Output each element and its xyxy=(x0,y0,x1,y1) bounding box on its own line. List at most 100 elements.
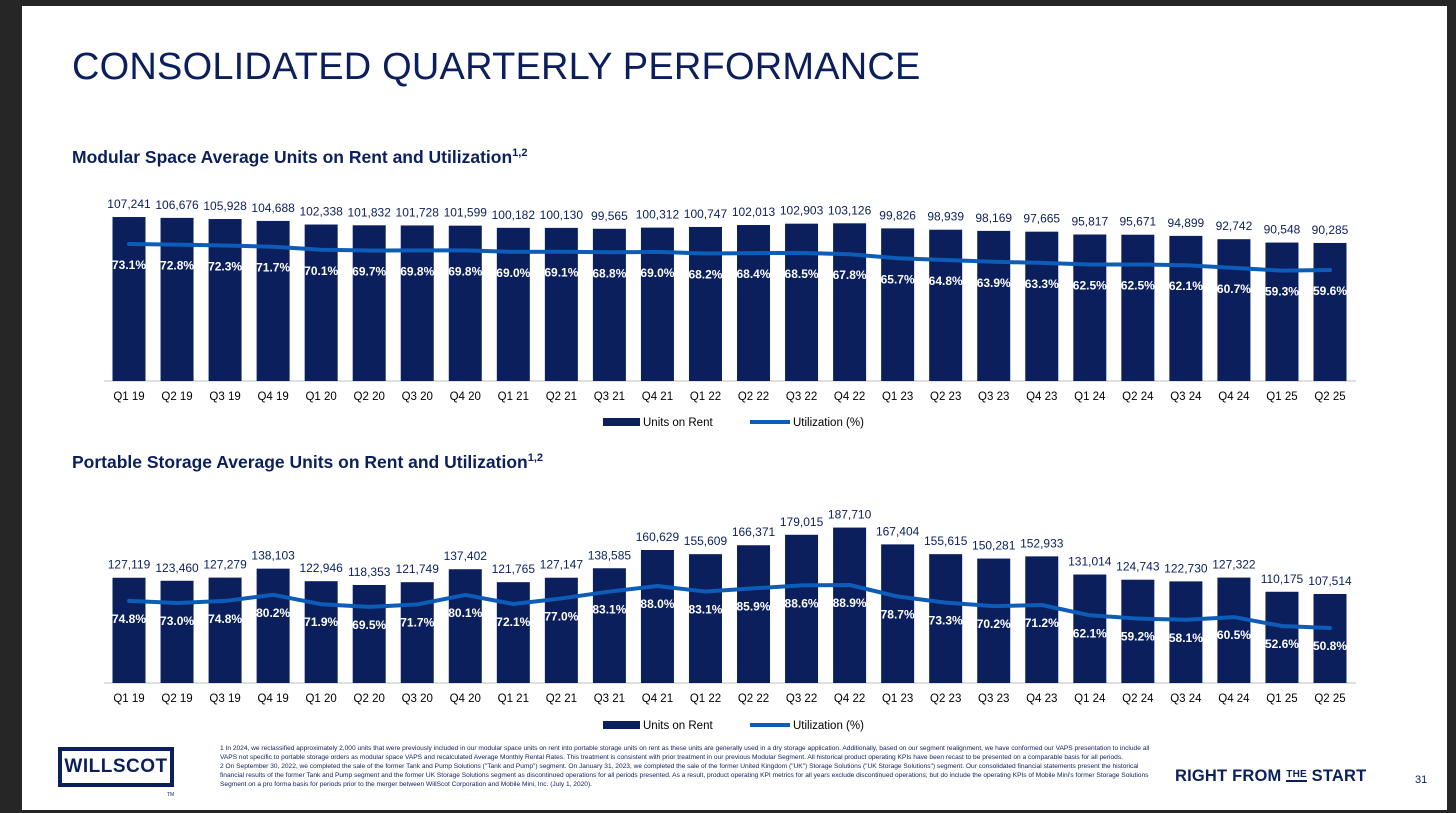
x-tick-label: Q2 24 xyxy=(1122,391,1154,403)
legend-label: Utilization (%) xyxy=(793,720,864,732)
x-tick-label: Q1 21 xyxy=(498,693,529,705)
utilization-label: 67.8% xyxy=(833,268,867,282)
footnote-ref: 1,2 xyxy=(527,452,544,465)
utilization-label: 73.3% xyxy=(929,614,963,628)
utilization-label: 78.7% xyxy=(881,608,915,622)
bar xyxy=(304,581,338,683)
utilization-label: 74.8% xyxy=(112,612,146,626)
bar xyxy=(688,226,722,381)
bar xyxy=(785,534,819,683)
bar xyxy=(352,585,386,683)
utilization-label: 60.5% xyxy=(1217,628,1251,642)
bar-value-label: 100,312 xyxy=(636,208,680,222)
bar xyxy=(400,582,434,683)
x-tick-label: Q4 23 xyxy=(1026,693,1057,705)
bar xyxy=(208,577,242,683)
x-tick-label: Q3 24 xyxy=(1170,693,1202,705)
bar xyxy=(737,225,771,381)
bar xyxy=(1121,579,1155,683)
x-tick-label: Q4 19 xyxy=(257,693,288,705)
legend-label: Units on Rent xyxy=(643,417,713,429)
bar xyxy=(1313,593,1347,683)
bar-value-label: 127,119 xyxy=(108,558,151,572)
x-tick-label: Q1 25 xyxy=(1266,391,1297,403)
bar-value-label: 166,371 xyxy=(732,525,776,539)
utilization-label: 71.7% xyxy=(256,261,290,275)
bar-value-label: 99,565 xyxy=(591,209,628,223)
bar-value-label: 92,742 xyxy=(1216,219,1253,233)
bar xyxy=(1073,234,1107,381)
utilization-label: 69.0% xyxy=(496,266,530,280)
bar-value-label: 100,747 xyxy=(684,207,728,221)
utilization-label: 88.0% xyxy=(640,597,674,611)
page-title: CONSOLIDATED QUARTERLY PERFORMANCE xyxy=(72,46,921,88)
tagline-part: THE xyxy=(1286,769,1307,782)
utilization-label: 68.2% xyxy=(688,267,722,281)
x-tick-label: Q2 19 xyxy=(161,391,192,403)
utilization-label: 71.2% xyxy=(1025,616,1059,630)
bar xyxy=(881,544,915,683)
x-tick-label: Q1 21 xyxy=(498,391,529,403)
bar xyxy=(496,582,530,683)
bar xyxy=(112,217,146,381)
bar-value-label: 127,279 xyxy=(203,558,247,572)
x-tick-label: Q2 25 xyxy=(1314,693,1345,705)
bar-value-label: 187,710 xyxy=(828,508,872,522)
x-tick-label: Q3 20 xyxy=(402,693,433,705)
x-tick-label: Q2 23 xyxy=(930,391,961,403)
bar-value-label: 103,126 xyxy=(828,203,872,217)
utilization-label: 65.7% xyxy=(881,272,915,286)
utilization-label: 70.2% xyxy=(977,617,1011,631)
x-tick-label: Q1 22 xyxy=(690,391,721,403)
utilization-label: 69.1% xyxy=(544,266,578,280)
bar-value-label: 98,939 xyxy=(927,210,964,224)
x-tick-label: Q3 24 xyxy=(1170,391,1202,403)
bar xyxy=(1073,574,1107,683)
tagline: RIGHT FROM THE START xyxy=(1175,767,1366,786)
bar-value-label: 121,749 xyxy=(396,562,440,576)
page-number: 31 xyxy=(1415,774,1428,786)
bar-value-label: 102,338 xyxy=(299,205,343,219)
utilization-label: 72.3% xyxy=(208,260,242,274)
utilization-label: 64.8% xyxy=(929,274,963,288)
bar-value-label: 90,548 xyxy=(1264,223,1301,237)
bar xyxy=(929,229,963,381)
x-tick-label: Q2 22 xyxy=(738,391,769,403)
bar-value-label: 138,103 xyxy=(251,549,295,563)
bar xyxy=(256,568,290,683)
bar xyxy=(1265,591,1299,683)
x-tick-label: Q2 21 xyxy=(546,391,577,403)
x-tick-label: Q3 22 xyxy=(786,391,817,403)
utilization-label: 71.9% xyxy=(304,615,338,629)
bar-value-label: 107,241 xyxy=(107,197,151,211)
utilization-line xyxy=(127,583,1332,631)
bar-value-label: 100,130 xyxy=(540,208,584,222)
bar-value-label: 122,730 xyxy=(1164,561,1208,575)
footnote-ref: 1,2 xyxy=(512,147,528,160)
bar-value-label: 121,765 xyxy=(492,562,536,576)
bar-value-label: 99,826 xyxy=(879,208,916,222)
bar xyxy=(160,580,194,683)
utilization-label: 62.5% xyxy=(1073,278,1107,292)
bar xyxy=(785,223,819,381)
bar-value-label: 106,676 xyxy=(155,198,199,212)
bar-value-label: 123,460 xyxy=(155,561,199,575)
willscot-logo: WILLSCOT xyxy=(58,747,174,787)
utilization-label: 88.9% xyxy=(833,596,867,610)
bar-value-label: 152,933 xyxy=(1020,536,1064,550)
bar xyxy=(881,228,915,381)
bar xyxy=(977,558,1011,683)
bar-value-label: 137,402 xyxy=(444,549,488,563)
utilization-label: 59.3% xyxy=(1265,285,1299,299)
utilization-label: 59.2% xyxy=(1121,630,1155,644)
bar-value-label: 90,285 xyxy=(1312,223,1349,237)
x-tick-label: Q4 22 xyxy=(834,391,865,403)
bar xyxy=(160,217,194,381)
x-tick-label: Q2 20 xyxy=(354,391,385,403)
bar-value-label: 127,322 xyxy=(1212,558,1256,572)
x-tick-label: Q2 21 xyxy=(546,693,577,705)
x-tick-label: Q1 24 xyxy=(1074,693,1106,705)
chart-title-portable: Portable Storage Average Units on Rent a… xyxy=(72,452,543,473)
x-tick-label: Q2 24 xyxy=(1122,693,1154,705)
utilization-label: 71.7% xyxy=(400,615,434,629)
